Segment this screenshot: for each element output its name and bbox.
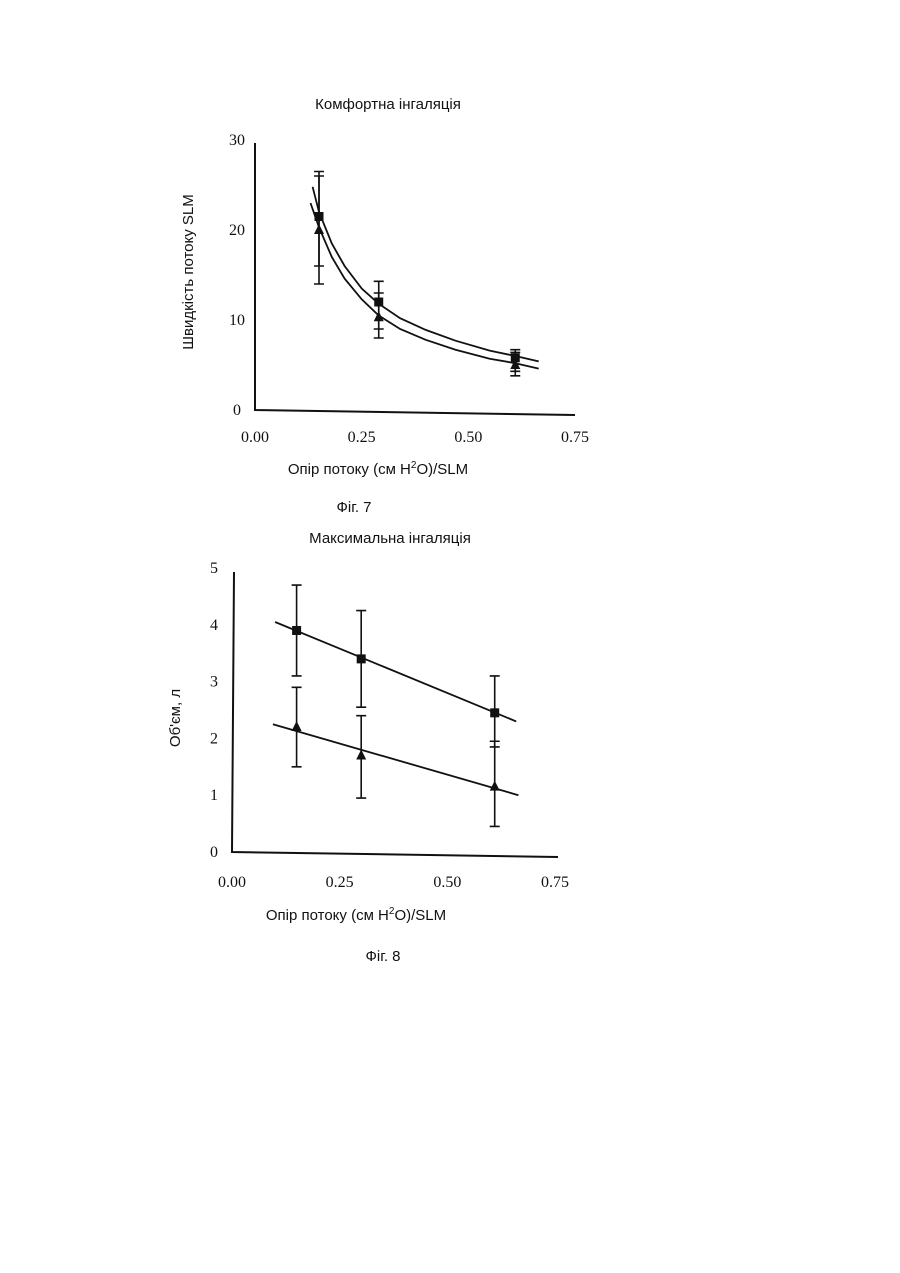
x-tick-labels: 0.00 0.25 0.50 0.75 bbox=[218, 874, 569, 891]
data-point-square bbox=[357, 654, 366, 663]
chart-maximum-inhalation: Максимальна інгаляція 0 1 2 3 4 5 0.00 0.25 0.5… bbox=[167, 530, 569, 965]
fit-line bbox=[273, 724, 519, 795]
series-triangle bbox=[311, 176, 539, 376]
fit-line bbox=[313, 187, 539, 362]
chart-title: Максимальна інгаляція bbox=[309, 530, 471, 547]
x-tick-label: 0.25 bbox=[348, 429, 376, 446]
data-point-triangle bbox=[314, 224, 324, 234]
x-tick-label: 0.75 bbox=[541, 874, 569, 891]
y-tick-label: 5 bbox=[210, 560, 218, 577]
data-point-square bbox=[490, 708, 499, 717]
data-point-triangle bbox=[490, 781, 500, 791]
axes bbox=[255, 143, 575, 415]
x-tick-label: 0.50 bbox=[454, 429, 482, 446]
figure-caption: Фіг. 8 bbox=[365, 948, 400, 965]
x-tick-label: 0.50 bbox=[433, 874, 461, 891]
y-tick-label: 3 bbox=[210, 674, 218, 691]
x-axis-label: Опір потоку (см H2O)/SLM bbox=[288, 460, 468, 478]
x-tick-label: 0.75 bbox=[561, 429, 589, 446]
fit-line bbox=[275, 622, 516, 721]
y-tick-labels: 0 1 2 3 4 5 bbox=[210, 560, 218, 861]
y-tick-label: 1 bbox=[210, 787, 218, 804]
y-tick-label: 30 bbox=[229, 132, 245, 149]
y-tick-label: 20 bbox=[229, 222, 245, 239]
x-tick-label: 0.25 bbox=[326, 874, 354, 891]
y-tick-label: 2 bbox=[210, 730, 218, 747]
chart-title: Комфортна інгаляція bbox=[315, 96, 461, 113]
series-triangle bbox=[273, 687, 519, 826]
x-tick-label: 0.00 bbox=[241, 429, 269, 446]
figure-caption: Фіг. 7 bbox=[336, 499, 371, 516]
y-axis-label: Швидкість потоку SLM bbox=[180, 194, 197, 350]
y-tick-label: 0 bbox=[233, 402, 241, 419]
chart-comfortable-inhalation: Комфортна інгаляція 0 10 20 30 0.00 0.25 0.50… bbox=[180, 96, 589, 516]
y-tick-labels: 0 10 20 30 bbox=[229, 132, 245, 419]
series-square bbox=[275, 585, 516, 747]
x-tick-label: 0.00 bbox=[218, 874, 246, 891]
fit-line bbox=[311, 203, 539, 369]
x-axis-label: Опір потоку (см H2O)/SLM bbox=[266, 906, 446, 924]
data-point-triangle bbox=[292, 721, 302, 731]
y-axis-label: Об'єм, л bbox=[167, 689, 184, 747]
y-tick-label: 4 bbox=[210, 617, 218, 634]
y-tick-label: 0 bbox=[210, 844, 218, 861]
series-square bbox=[313, 172, 539, 372]
axes bbox=[232, 572, 558, 857]
y-tick-label: 10 bbox=[229, 312, 245, 329]
x-tick-labels: 0.00 0.25 0.50 0.75 bbox=[241, 429, 589, 446]
data-point-square bbox=[292, 626, 301, 635]
